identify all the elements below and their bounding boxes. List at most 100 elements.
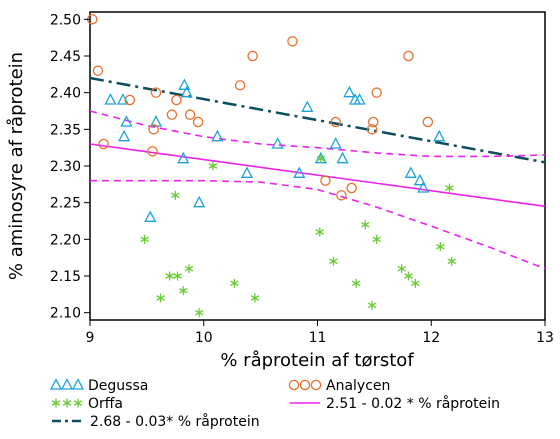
analycen-point [247, 50, 258, 62]
legend-swatch [310, 379, 322, 391]
analycen-point [147, 146, 158, 157]
orffa-point [404, 271, 413, 281]
data-points [87, 14, 456, 318]
y-tick-label: 2.15 [50, 269, 81, 285]
orffa-point [351, 278, 361, 288]
y-tick-label: 2.45 [50, 49, 81, 65]
degussa-point [177, 151, 190, 164]
degussa-point [404, 166, 417, 178]
analycen-point [192, 116, 204, 128]
legend-swatch [299, 379, 311, 391]
analycen-point [346, 182, 357, 194]
x-tick-label: 11 [309, 330, 327, 346]
fit-line-2 [89, 110, 546, 158]
orffa-point [184, 264, 194, 274]
orffa-point [173, 271, 182, 281]
degussa-point [120, 115, 133, 127]
legend-label: 2.68 - 0.03* % råprotein [90, 413, 260, 430]
degussa-point [144, 210, 157, 222]
orffa-point [140, 234, 149, 244]
degussa-point [271, 137, 284, 149]
degussa-point [149, 115, 163, 127]
analycen-point [98, 138, 109, 150]
fit-line-3 [90, 179, 546, 270]
orffa-point [316, 154, 326, 164]
legend-item: Degussa [49, 378, 148, 394]
orffa-point [372, 234, 381, 244]
degussa-point [413, 173, 426, 186]
legend-swatch [62, 398, 72, 408]
legend-item: Orffa [51, 396, 123, 412]
y-tick-label: 2.10 [50, 306, 81, 322]
degussa-point [329, 137, 342, 149]
x-axis-ticks: 9 10 11 12 13 [86, 320, 554, 346]
legend-label: Analycen [326, 378, 390, 394]
y-tick-label: 2.35 [50, 122, 81, 138]
legend-swatch [71, 378, 85, 390]
analycen-point [148, 124, 159, 135]
analycen-point [403, 50, 414, 62]
orffa-point [436, 242, 445, 252]
y-axis-title: % aminosyre af råprotein [6, 52, 27, 280]
legend-label: Orffa [88, 396, 123, 412]
analycen-point [150, 87, 162, 98]
degussa-point [104, 93, 117, 105]
analycen-point [422, 116, 434, 128]
analycen-point [287, 36, 298, 47]
degussa-point [240, 166, 254, 178]
orffa-point [208, 161, 218, 171]
x-axis-title: % råprotein af tørstof [220, 350, 414, 371]
orffa-point [315, 227, 325, 237]
fit-line-1 [89, 143, 546, 208]
analycen-point [367, 116, 379, 128]
legend-swatch [49, 378, 63, 390]
orffa-point [250, 293, 260, 303]
analycen-point [184, 109, 196, 120]
legend-item: 2.68 - 0.03* % råprotein [52, 413, 260, 430]
legend-item: 2.51 - 0.02 * % råprotein [290, 395, 500, 412]
legend-swatch [288, 379, 300, 391]
analycen-point [336, 190, 347, 201]
degussa-point [193, 195, 206, 208]
legend-swatch [73, 398, 83, 408]
degussa-point [433, 129, 446, 142]
degussa-point [180, 85, 193, 98]
degussa-point [343, 85, 356, 98]
degussa-point [417, 181, 430, 193]
legend-label: 2.51 - 0.02 * % råprotein [326, 395, 500, 412]
orffa-point [447, 256, 456, 266]
orffa-point [230, 278, 239, 288]
x-tick-label: 12 [422, 330, 440, 346]
degussa-point [211, 129, 224, 142]
y-tick-label: 2.40 [50, 86, 81, 102]
y-tick-label: 2.25 [50, 196, 81, 212]
fit-lines [89, 76, 546, 270]
orffa-point [165, 271, 174, 281]
degussa-point [178, 78, 191, 90]
orffa-point [445, 183, 454, 193]
analycen-point [166, 109, 178, 120]
orffa-point [411, 278, 420, 288]
orffa-point [361, 220, 370, 230]
orffa-point [367, 300, 377, 310]
legend: Degussa Analycen Orffa 2.51 - 0.02 * % råpr… [49, 378, 500, 430]
degussa-point [336, 151, 349, 164]
y-tick-label: 2.20 [50, 232, 81, 248]
orffa-point [179, 286, 188, 296]
x-tick-label: 13 [536, 330, 554, 346]
analycen-point [371, 87, 382, 98]
analycen-point [124, 94, 136, 106]
analycen-point [320, 175, 331, 186]
analycen-point [366, 124, 378, 135]
x-tick-label: 9 [86, 330, 95, 346]
y-axis-ticks: 2.10 2.15 2.20 2.25 2.30 2.35 2.40 2.45 2.50 [50, 12, 90, 322]
orffa-point [194, 308, 204, 318]
x-tick-label: 10 [195, 330, 213, 346]
degussa-point [301, 100, 314, 112]
legend-swatch [60, 378, 74, 390]
legend-swatch [51, 398, 61, 408]
y-tick-label: 2.50 [50, 12, 81, 28]
y-tick-label: 2.30 [50, 159, 81, 175]
legend-label: Degussa [88, 378, 148, 394]
